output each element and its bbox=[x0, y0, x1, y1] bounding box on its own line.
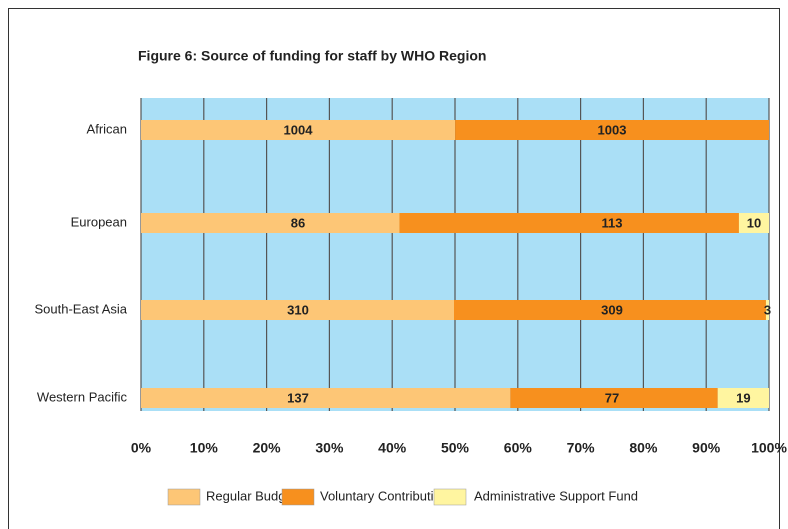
category-label: Western Pacific bbox=[37, 389, 128, 404]
legend-swatch bbox=[433, 488, 467, 506]
x-tick-label: 90% bbox=[692, 440, 721, 456]
bar-segment bbox=[453, 300, 766, 320]
legend-label: Regular Budget bbox=[206, 488, 297, 503]
frame bbox=[8, 8, 780, 529]
data-label: 86 bbox=[291, 215, 305, 230]
bar-segment bbox=[141, 300, 454, 320]
x-tick-label: 70% bbox=[567, 440, 596, 456]
bar-segment bbox=[141, 120, 456, 140]
x-tick-label: 60% bbox=[504, 440, 533, 456]
bar-segment bbox=[738, 213, 769, 233]
data-label: 10 bbox=[747, 215, 761, 230]
bar-segment bbox=[765, 300, 769, 320]
data-label: 77 bbox=[605, 390, 619, 405]
bar-segment bbox=[399, 213, 739, 233]
x-tick-label: 20% bbox=[253, 440, 282, 456]
x-tick-label: 50% bbox=[441, 440, 470, 456]
legend-label: Administrative Support Fund bbox=[474, 488, 638, 503]
x-tick-label: 30% bbox=[315, 440, 344, 456]
data-label: 19 bbox=[736, 390, 750, 405]
x-tick-label: 40% bbox=[378, 440, 407, 456]
category-label: European bbox=[71, 214, 127, 229]
bar-segment bbox=[141, 388, 511, 408]
data-label: 1004 bbox=[284, 122, 314, 137]
legend-swatch bbox=[281, 488, 315, 506]
x-tick-label: 80% bbox=[629, 440, 658, 456]
data-label: 137 bbox=[287, 390, 309, 405]
category-label: South-East Asia bbox=[35, 301, 128, 316]
bar-segment bbox=[141, 213, 400, 233]
legend-swatch bbox=[167, 488, 201, 506]
data-label: 309 bbox=[601, 302, 623, 317]
data-label: 3 bbox=[764, 302, 771, 317]
data-label: 1003 bbox=[598, 122, 627, 137]
data-label: 113 bbox=[602, 215, 623, 230]
bar-segment bbox=[510, 388, 718, 408]
category-label: African bbox=[87, 121, 127, 136]
x-tick-label: 0% bbox=[131, 440, 152, 456]
chart-title: Figure 6: Source of funding for staff by… bbox=[138, 48, 486, 64]
x-tick-label: 100% bbox=[751, 440, 787, 456]
x-tick-label: 10% bbox=[190, 440, 219, 456]
data-label: 310 bbox=[287, 302, 309, 317]
bar-segment bbox=[455, 120, 769, 140]
legend-label: Voluntary Contributions bbox=[320, 488, 455, 503]
bar-segment bbox=[717, 388, 769, 408]
